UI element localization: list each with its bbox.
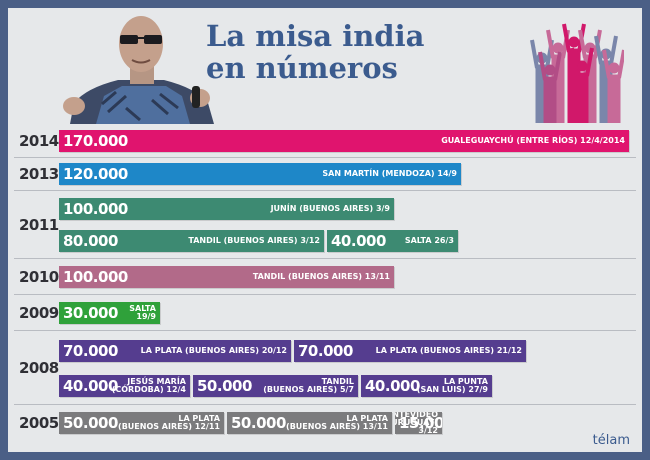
bar-place-label: LA PLATA (BUENOS AIRES) 12/11 [118,414,220,431]
brand-logo: télam [592,433,630,448]
year-label-2011: 2011 [19,216,59,234]
bar-place-label: TANDIL (BUENOS AIRES) 13/11 [252,272,390,281]
bar-2008-4: 40.000 LA PUNTA (SAN LUIS) 27/9 [361,374,492,397]
bar-value-label: 70.000 [298,341,353,360]
bar-2008-1: 70.000 LA PLATA (BUENOS AIRES) 21/12 [294,339,526,362]
row-divider [14,157,636,158]
bar-value-label: 50.000 [63,414,118,432]
bar-2005-0: 50.000 LA PLATA (BUENOS AIRES) 12/11 [59,412,224,434]
bar-value-label: 50.000 [197,376,252,395]
bar-2008-3: 50.000 TANDIL (BUENOS AIRES) 5/7 [193,374,358,397]
bar-value-label: 170.000 [63,132,128,150]
bar-2005-2: 15.000MONTEVIDEO (URUGUAY) 3/12 [395,412,442,434]
infographic: La misa india en números 2014 170.000 GUAL… [8,8,642,452]
row-divider [14,190,636,191]
bar-place-label: JESÚS MARÍA (CÓRDOBA) 12/4 [111,376,186,394]
year-label-2013: 2013 [19,165,59,183]
bar-value-label: 100.000 [63,268,128,286]
row-divider [14,258,636,259]
bar-2010-0: 100.000 TANDIL (BUENOS AIRES) 13/11 [59,266,394,288]
bar-value-label: 100.000 [63,200,128,218]
bar-value-label: 120.000 [63,165,128,183]
title-line-1: La misa india [206,19,425,53]
bar-place-label: LA PUNTA (SAN LUIS) 27/9 [416,376,488,394]
bar-place-label: LA PLATA (BUENOS AIRES) 21/12 [375,345,522,355]
bar-value-label: 30.000 [63,304,118,322]
bar-value-label: 80.000 [63,232,118,250]
bar-2008-0: 70.000 LA PLATA (BUENOS AIRES) 20/12 [59,339,291,362]
bar-2009-0: 30.000 SALTA 19/9 [59,302,160,324]
bar-value-label: 15.000 [399,414,442,432]
year-label-2010: 2010 [19,268,59,286]
bar-place-label: SAN MARTÍN (MENDOZA) 14/9 [322,169,457,178]
year-label-2008: 2008 [19,359,59,377]
bar-value-label: 40.000 [331,232,386,250]
row-divider [14,294,636,295]
bar-2014-0: 170.000 GUALEGUAYCHÚ (ENTRE RÍOS) 12/4/20… [59,130,629,152]
bar-value-label: 40.000 [365,376,420,395]
bar-place-label: LA PLATA (BUENOS AIRES) 13/11 [286,414,388,431]
bar-place-label: JUNÍN (BUENOS AIRES) 3/9 [270,204,390,213]
bar-value-label: 70.000 [63,341,118,360]
bar-place-label: TANDIL (BUENOS AIRES) 3/12 [188,236,320,245]
row-divider [14,404,636,405]
year-label-2009: 2009 [19,304,59,322]
year-label-2014: 2014 [19,132,59,150]
bar-value-label: 50.000 [231,414,286,432]
bar-place-label: SALTA 19/9 [129,304,156,321]
bar-place-label: GUALEGUAYCHÚ (ENTRE RÍOS) 12/4/2014 [441,136,625,145]
bar-value-label: 40.000 [63,376,118,395]
crowd-people-icon [530,23,624,123]
bar-place-label: SALTA 26/3 [404,236,454,245]
bar-2005-1: 50.000 LA PLATA (BUENOS AIRES) 13/11 [227,412,392,434]
bar-2011-0: 100.000 JUNÍN (BUENOS AIRES) 3/9 [59,198,394,220]
bar-2013-0: 120.000 SAN MARTÍN (MENDOZA) 14/9 [59,163,461,185]
row-divider [14,330,636,331]
year-label-2005: 2005 [19,414,59,432]
bar-2011-1: 80.000 TANDIL (BUENOS AIRES) 3/12 [59,230,324,252]
bar-place-label: LA PLATA (BUENOS AIRES) 20/12 [140,345,287,355]
bar-2011-2: 40.000 SALTA 26/3 [327,230,458,252]
singer-photo-icon [63,16,214,124]
title-line-2: en números [206,51,398,85]
bar-2008-2: 40.000 JESÚS MARÍA (CÓRDOBA) 12/4 [59,374,190,397]
bar-place-label: MONTEVIDEO (URUGUAY) 3/12 [395,412,438,434]
bar-place-label: TANDIL (BUENOS AIRES) 5/7 [263,376,354,394]
